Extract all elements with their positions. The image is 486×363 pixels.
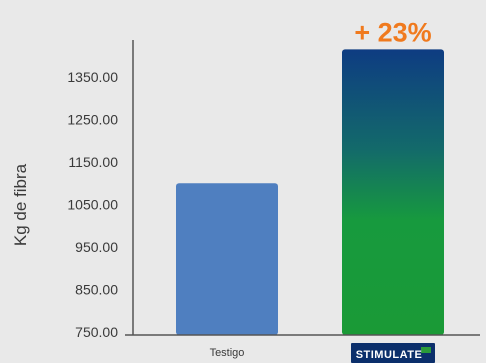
y-tick-label: 1150.00: [68, 154, 118, 170]
y-tick-label: 850.00: [75, 282, 118, 298]
y-tick-label: 750.00: [75, 324, 118, 340]
category-label-testigo: Testigo: [210, 347, 245, 359]
increase-annotation: + 23%: [354, 17, 431, 47]
y-tick-label: 1250.00: [67, 112, 118, 128]
y-tick-labels: 750.00 850.00 950.00 1050.00 1150.00 125…: [67, 69, 118, 340]
stimulate-logo: STIMULATE: [351, 343, 435, 363]
bar-testigo: [176, 183, 278, 335]
bar-stimulate: [342, 49, 444, 335]
y-tick-label: 1050.00: [67, 197, 118, 213]
y-tick-label: 950.00: [75, 239, 118, 255]
y-tick-label: 1350.00: [67, 69, 118, 85]
y-axis-label: Kg de fibra: [11, 163, 30, 246]
logo-stripe: [421, 347, 431, 353]
logo-background: [351, 343, 435, 363]
logo-text: STIMULATE: [356, 349, 423, 361]
